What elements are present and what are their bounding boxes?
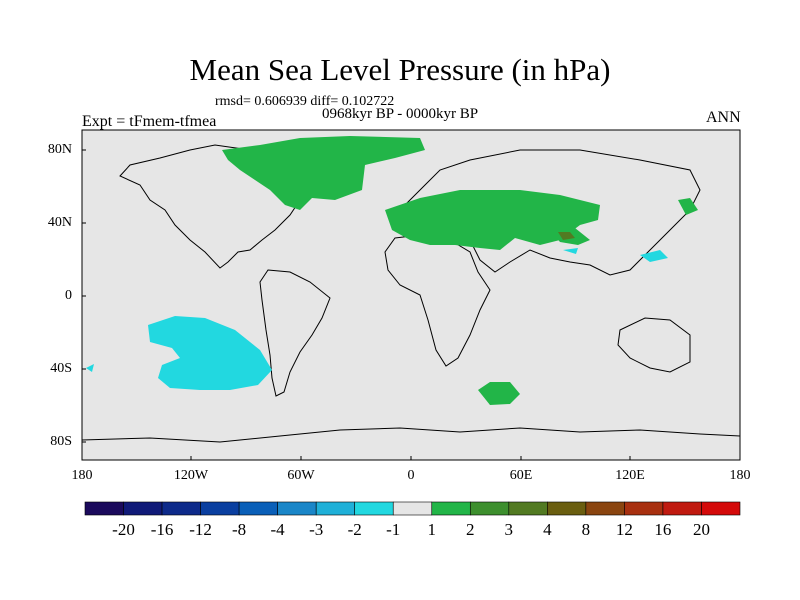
colorbar-label: 16 [654,520,672,539]
colorbar-swatch [701,501,741,516]
positive-region-southern-ocean [478,382,520,405]
colorbar-label: -1 [386,520,401,539]
lon-label-120w: 120W [173,468,209,483]
colorbar-label: 4 [543,520,552,539]
colorbar-label: 3 [504,520,514,539]
colorbar-swatch [662,501,702,516]
colorbar-label: 8 [581,520,591,539]
coast-antarctica [81,427,741,443]
lon-label-120e: 120E [615,468,645,483]
colorbar-label: 2 [466,520,475,539]
colorbar [84,501,741,516]
colorbar-label: -12 [189,520,212,539]
lon-label-180-east: 180 [729,468,751,483]
colorbar-swatch [547,501,587,516]
map-frame [81,129,741,461]
lat-label-40n: 40N [47,215,72,230]
positive-region-eurasia [385,190,600,250]
positive-region-north-america [222,136,425,210]
lat-label-0: 0 [65,288,72,303]
lat-label-40s: 40S [50,361,72,376]
lon-label-60w: 60W [287,468,315,483]
colorbar-label: -16 [150,520,174,539]
colorbar-swatch [354,501,394,516]
negative-region-pacific-north [640,250,668,262]
lat-label-80s: 80S [50,434,72,449]
experiment-label: Expt = tFmem-tfmea [82,113,217,130]
colorbar-label: -8 [232,520,247,539]
lon-label-60e: 60E [509,468,533,483]
colorbar-label: -2 [347,520,362,539]
season-label: ANN [706,109,741,126]
colorbar-swatch [200,501,240,516]
colorbar-swatch [84,501,124,516]
colorbar-label: -4 [270,520,285,539]
colorbar-label: -20 [112,520,135,539]
colorbar-label: 12 [615,520,633,539]
colorbar-swatch [469,501,510,516]
coast-africa [384,234,491,367]
period-text: 0968kyr BP - 0000kyr BP [322,106,479,122]
colorbar-swatch [161,501,201,516]
ocean-background [82,130,740,460]
chart-title: Mean Sea Level Pressure (in hPa) [189,52,611,87]
lat-label-80n: 80N [47,142,72,157]
colorbar-swatch [277,501,317,516]
colorbar-swatch [123,501,163,516]
positive-region-japan [678,198,698,215]
stats-text: rmsd= 0.606939 diff= 0.102722 [215,94,395,109]
colorbar-swatch [315,501,356,516]
colorbar-label: -3 [309,520,324,539]
colorbar-swatch [431,501,471,516]
colorbar-swatch [585,501,625,516]
colorbar-swatch [508,501,548,516]
coast-australia [617,317,691,373]
colorbar-label: 1 [427,520,437,539]
colorbar-swatch [238,501,278,516]
higher-region-asia [558,232,575,240]
colorbar-label: 20 [693,520,710,539]
coast-south-america [259,269,331,397]
colorbar-swatch [392,501,433,516]
colorbar-swatch [624,501,664,516]
negative-region-south-pacific [148,316,272,390]
lon-label-0: 0 [407,468,415,483]
lon-label-180-west: 180 [71,468,93,483]
negative-region-bay-of-bengal [563,248,578,254]
negative-region-west-pacific [86,364,94,372]
anomaly-fills [86,136,698,405]
